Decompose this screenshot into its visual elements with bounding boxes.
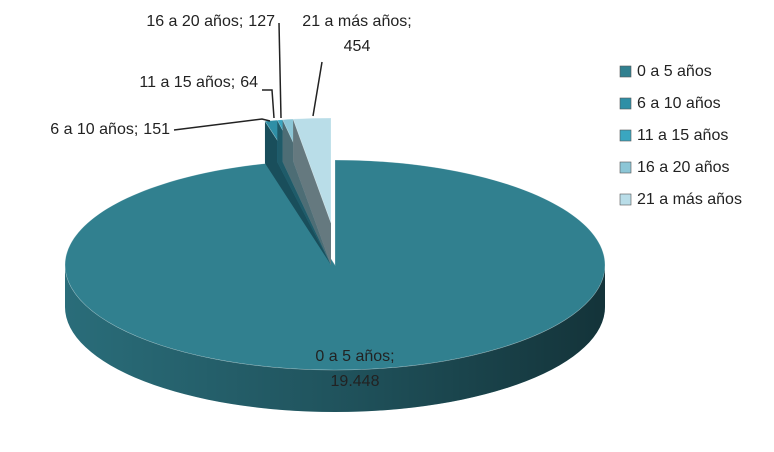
data-label-value: 454 (344, 38, 371, 55)
data-label-separator: ; (134, 121, 138, 138)
data-labels: 0 a 5 años; 19.448 6 a 10 años; 151 11 a 15 … (50, 13, 411, 390)
data-label-value: 127 (248, 13, 275, 30)
legend-label: 21 a más años (637, 191, 742, 208)
legend-label: 16 a 20 años (637, 159, 730, 176)
slice-side-shade (65, 265, 605, 412)
data-label-separator: ; (239, 13, 243, 30)
legend-label: 6 a 10 años (637, 95, 721, 112)
data-label-separator: ; (390, 348, 394, 365)
data-label-separator: ; (407, 13, 411, 30)
legend-swatch (619, 161, 632, 174)
data-label-category: 0 a 5 años (315, 348, 390, 365)
legend-label: 11 a 15 años (637, 127, 728, 144)
data-label-value: 151 (143, 121, 170, 138)
data-label: 6 a 10 años; 151 (50, 121, 170, 138)
slice-face (293, 119, 331, 265)
legend-swatch (619, 97, 632, 110)
legend: 0 a 5 años 6 a 10 años 11 a 15 años 16 a 20… (619, 63, 742, 208)
pie (64, 117, 606, 412)
data-label: 0 a 5 años; 19.448 (315, 348, 394, 390)
data-label: 11 a 15 años; 64 (139, 74, 258, 91)
data-label: 21 a más años; 454 (302, 13, 411, 55)
data-label-category: 6 a 10 años (50, 121, 134, 138)
data-label-category: 16 a 20 años (146, 13, 239, 30)
legend-swatch (619, 65, 632, 78)
data-label-category: 11 a 15 años (139, 74, 230, 91)
data-label-separator: ; (231, 74, 235, 91)
slice (64, 159, 606, 371)
slice (292, 117, 332, 224)
data-label-value: 19.448 (331, 373, 380, 390)
legend-swatch (619, 129, 632, 142)
leader-line (278, 22, 282, 119)
leader-line (173, 118, 271, 131)
data-label: 16 a 20 años; 127 (146, 13, 275, 30)
leader-line (312, 61, 323, 117)
legend-swatch (619, 193, 632, 206)
data-label-category: 21 a más años (302, 13, 407, 30)
data-label-value: 64 (240, 74, 258, 91)
legend-label: 0 a 5 años (637, 63, 712, 80)
leader-line (262, 89, 275, 119)
slice-face-shade (293, 119, 331, 265)
